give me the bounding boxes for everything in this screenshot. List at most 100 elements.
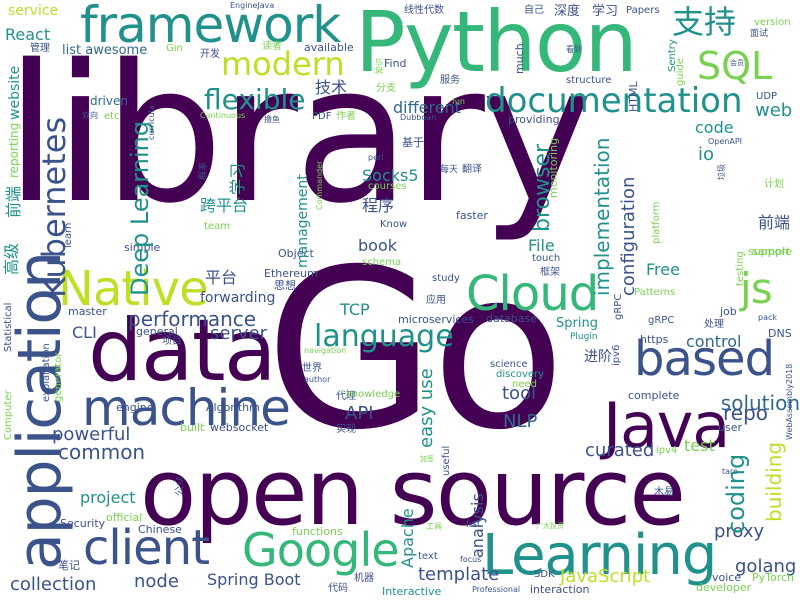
word-131: Find [384, 57, 407, 70]
word-198: curricula [147, 105, 156, 140]
word-53: web [755, 100, 793, 121]
word-29: JavaScript [560, 566, 651, 587]
word-121: 翻译 [462, 164, 482, 175]
word-24: project [80, 488, 136, 507]
word-113: study [432, 273, 460, 284]
word-25: collection [10, 574, 97, 595]
word-54: code [695, 118, 734, 137]
word-45: book [358, 236, 397, 255]
word-40: TCP [340, 300, 370, 319]
word-81: 代码 [328, 583, 348, 594]
word-119: courses [368, 181, 407, 192]
word-3: data [88, 301, 277, 401]
word-87: official [106, 511, 143, 524]
word-190: ipv6 [611, 344, 622, 366]
word-83: focus [460, 555, 482, 564]
word-138: 线性代数 [404, 5, 444, 16]
word-92: websocket [210, 421, 269, 434]
word-136: 管理 [30, 43, 50, 54]
word-20: js [740, 264, 773, 313]
word-149: OpenAPI [708, 137, 743, 146]
word-5: Learning [482, 523, 717, 588]
word-114: 应用 [426, 295, 446, 306]
word-192: useful [441, 445, 452, 476]
word-6: Java [603, 389, 730, 462]
word-130: 服务 [440, 75, 460, 86]
word-72: 木易 [654, 487, 674, 498]
word-8: machine [82, 379, 291, 437]
word-168: configuration [618, 176, 639, 296]
word-166: Deep Learning [126, 120, 154, 296]
word-78: Professional [472, 585, 521, 594]
word-98: author [304, 375, 331, 384]
word-147: 会员 [730, 59, 744, 67]
word-36: control [686, 332, 742, 351]
word-125: 作者 [336, 111, 356, 122]
word-100: general [136, 325, 178, 338]
word-193: 公众 [175, 476, 186, 496]
word-164: application [5, 252, 75, 570]
word-58: service [8, 3, 59, 19]
word-12: Cloud [466, 266, 599, 322]
word-150: sample [752, 245, 792, 258]
word-99: navigation [304, 346, 347, 355]
word-2: open source [140, 439, 686, 546]
word-127: providing [508, 113, 560, 126]
word-88: Security [60, 517, 106, 530]
word-102: master [68, 305, 107, 318]
word-161: 工具 [426, 522, 442, 531]
word-89: 笔记 [58, 559, 80, 572]
word-71: ipv4 [656, 445, 678, 456]
word-183: HTML [627, 81, 640, 112]
word-94: 实现 [336, 424, 356, 435]
word-69: complete [628, 389, 680, 402]
word-134: 开发 [200, 49, 220, 60]
word-162: 广大投资 [536, 522, 564, 530]
word-152: 计划 [764, 179, 784, 190]
word-74: PyTorch [752, 571, 795, 584]
word-39: API [345, 403, 374, 424]
word-19: language [314, 319, 454, 354]
word-178: 学习 [228, 162, 247, 195]
word-0: library [5, 24, 593, 245]
word-16: SQL [697, 44, 773, 88]
word-170: coding [722, 453, 750, 534]
word-28: template [418, 564, 500, 585]
word-13: Google [242, 523, 400, 577]
word-139: 自己 [524, 5, 544, 16]
word-70: user [718, 421, 742, 434]
word-144: 面试 [750, 29, 769, 39]
word-103: science [490, 359, 528, 370]
word-176: 高级 [2, 242, 21, 275]
word-137: EngineJava [230, 1, 275, 10]
word-66: Spring [556, 316, 598, 331]
word-47: Socks5 [362, 166, 419, 185]
word-146: 看到 [566, 45, 582, 54]
word-196: explanation [41, 343, 52, 402]
word-160: taro [722, 467, 739, 476]
word-153: etc [104, 111, 120, 122]
word-21: performance [128, 307, 257, 331]
word-35: test [684, 436, 715, 455]
word-187: platform [651, 201, 662, 245]
word-135: Gin [166, 43, 183, 54]
word-110: DNS [768, 327, 792, 340]
word-9: client [83, 520, 210, 576]
word-10: based [634, 331, 775, 387]
word-50: 平台 [205, 268, 238, 287]
word-163: 加签 [420, 455, 434, 463]
word-34: curated [585, 440, 655, 461]
word-55: io [698, 144, 715, 165]
word-31: proxy [714, 521, 765, 542]
word-82: text [418, 551, 438, 562]
word-105: need [512, 379, 537, 390]
word-172: easy use [416, 368, 437, 448]
word-26: node [134, 571, 179, 592]
word-175: management [295, 174, 311, 268]
word-75: developer [696, 581, 752, 594]
word-56: 前端 [758, 213, 791, 232]
word-77: SDK [534, 569, 555, 580]
word-97: 世界 [302, 363, 322, 374]
word-57: React [5, 25, 51, 44]
